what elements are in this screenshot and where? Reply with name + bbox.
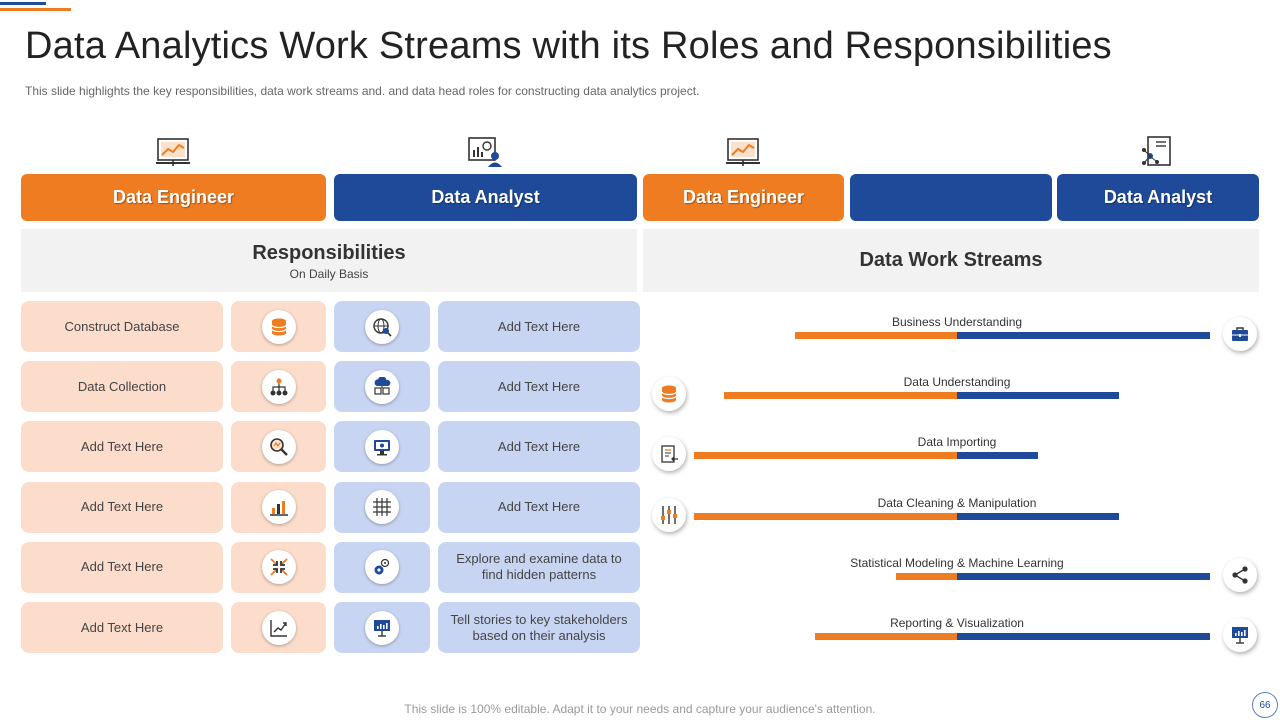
responsibilities-title: Responsibilities bbox=[252, 242, 406, 264]
work-stream-engineer-bar bbox=[724, 392, 957, 400]
responsibility-analyst-cell: Add Text Here bbox=[438, 481, 640, 533]
responsibility-analyst-icon-cell bbox=[334, 481, 430, 533]
database-icon bbox=[652, 377, 686, 412]
responsibility-engineer-cell: Add Text Here bbox=[21, 541, 223, 593]
presentation-chart-icon bbox=[725, 136, 761, 168]
accent-bar-blue bbox=[0, 2, 46, 5]
briefcase-icon bbox=[1223, 317, 1257, 351]
work-stream-analyst-bar bbox=[957, 332, 1210, 339]
page-number: 66 bbox=[1252, 692, 1278, 718]
responsibility-analyst-icon-cell bbox=[334, 602, 430, 653]
responsibility-analyst-cell: Tell stories to key stakeholders based o… bbox=[438, 602, 640, 653]
bar-chart-icon bbox=[261, 490, 296, 525]
responsibility-engineer-icon-cell bbox=[231, 541, 326, 593]
role-header-data-analyst: Data Analyst bbox=[1057, 174, 1259, 221]
responsibility-engineer-icon-cell bbox=[231, 301, 326, 352]
responsibility-engineer-cell: Add Text Here bbox=[21, 421, 223, 473]
work-stream-engineer-bar bbox=[896, 572, 957, 580]
sliders-icon bbox=[652, 497, 686, 532]
gears-icon bbox=[365, 550, 399, 585]
role-header-data-engineer: Data Engineer bbox=[21, 174, 326, 221]
work-stream-label: Business Understanding bbox=[891, 315, 1023, 329]
work-stream-analyst-bar bbox=[957, 572, 1210, 580]
footer-note: This slide is 100% editable. Adapt it to… bbox=[404, 702, 876, 716]
work-stream-label: Data Understanding bbox=[903, 375, 1011, 390]
presentation-chart-icon bbox=[155, 136, 191, 168]
responsibility-analyst-icon-cell bbox=[334, 361, 430, 413]
responsibility-engineer-icon-cell bbox=[231, 602, 326, 653]
responsibility-analyst-cell: Explore and examine data to find hidden … bbox=[438, 541, 640, 593]
grid-icon bbox=[365, 490, 399, 525]
responsibility-analyst-icon-cell bbox=[334, 421, 430, 473]
work-stream-engineer-bar bbox=[815, 633, 957, 640]
work-stream-label: Data Importing bbox=[917, 435, 997, 450]
slide-title: Data Analytics Work Streams with its Rol… bbox=[25, 25, 1112, 67]
responsibility-engineer-cell: Construct Database bbox=[21, 301, 223, 352]
presentation-board-icon bbox=[1223, 618, 1257, 652]
responsibility-engineer-cell: Add Text Here bbox=[21, 602, 223, 653]
responsibility-analyst-icon-cell bbox=[334, 541, 430, 593]
role-header-data-engineer: Data Engineer bbox=[643, 174, 844, 221]
responsibility-engineer-icon-cell bbox=[231, 421, 326, 473]
slide-subtitle: This slide highlights the key responsibi… bbox=[25, 84, 700, 98]
arrows-converge-icon bbox=[261, 550, 296, 585]
responsibility-engineer-cell: Add Text Here bbox=[21, 481, 223, 533]
database-icon bbox=[261, 309, 296, 344]
cloud-server-icon bbox=[365, 369, 399, 404]
work-stream-label: Reporting & Visualization bbox=[890, 616, 1024, 630]
work-stream-label: Statistical Modeling & Machine Learning bbox=[850, 555, 1064, 570]
hierarchy-icon bbox=[261, 369, 296, 404]
responsibilities-subtitle: On Daily Basis bbox=[289, 267, 369, 281]
work-streams-panel: Data Work Streams bbox=[643, 229, 1259, 292]
work-stream-analyst-bar bbox=[957, 633, 1210, 640]
work-stream-engineer-bar bbox=[694, 512, 957, 520]
responsibility-engineer-icon-cell bbox=[231, 361, 326, 413]
responsibility-engineer-icon-cell bbox=[231, 481, 326, 533]
work-stream-engineer-bar bbox=[795, 332, 957, 339]
role-header-empty bbox=[850, 174, 1052, 221]
role-header-data-analyst: Data Analyst bbox=[334, 174, 637, 221]
accent-bar-orange bbox=[0, 8, 71, 11]
work-stream-engineer-bar bbox=[694, 452, 957, 460]
work-stream-analyst-bar bbox=[957, 512, 1119, 520]
analyst-dashboard-icon bbox=[467, 136, 503, 168]
document-network-icon bbox=[1140, 136, 1176, 168]
responsibility-analyst-cell: Add Text Here bbox=[438, 421, 640, 473]
responsibility-analyst-cell: Add Text Here bbox=[438, 361, 640, 413]
share-icon bbox=[1223, 557, 1257, 592]
responsibility-analyst-icon-cell bbox=[334, 301, 430, 352]
magnifier-icon bbox=[261, 429, 296, 464]
responsibilities-panel: Responsibilities On Daily Basis bbox=[21, 229, 637, 292]
line-chart-icon bbox=[261, 610, 296, 645]
work-stream-label: Data Cleaning & Manipulation bbox=[877, 495, 1037, 510]
work-stream-analyst-bar bbox=[957, 452, 1038, 460]
globe-search-icon bbox=[365, 309, 399, 344]
work-streams-title: Data Work Streams bbox=[859, 249, 1043, 271]
responsibility-analyst-cell: Add Text Here bbox=[438, 301, 640, 352]
presentation-board-icon bbox=[365, 610, 399, 645]
monitor-icon bbox=[365, 429, 399, 464]
document-import-icon bbox=[652, 437, 686, 472]
responsibility-engineer-cell: Data Collection bbox=[21, 361, 223, 413]
work-stream-analyst-bar bbox=[957, 392, 1119, 400]
